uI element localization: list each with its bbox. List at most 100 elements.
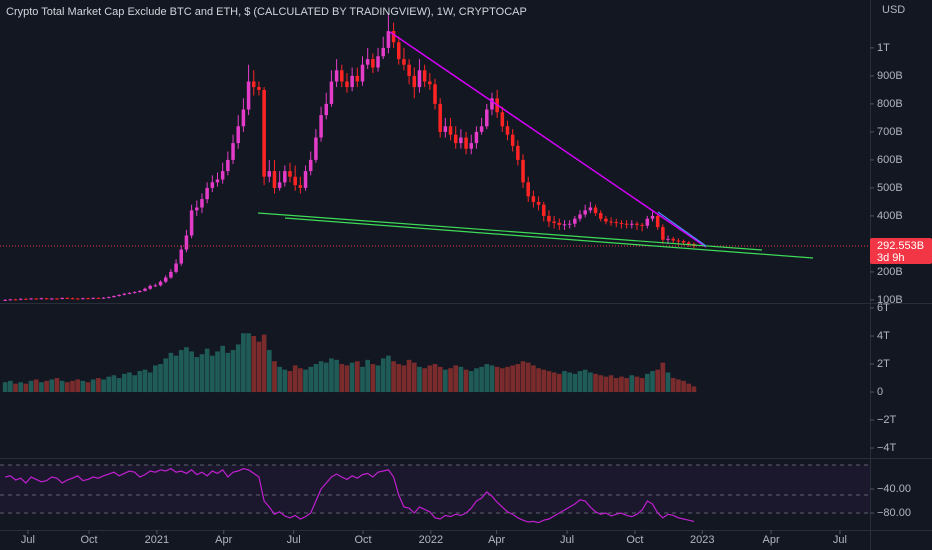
- candle-body: [650, 215, 655, 219]
- y-tick-label: 500B: [877, 182, 903, 194]
- volume-bar: [536, 368, 541, 393]
- candle-body: [293, 176, 297, 186]
- candle-body: [143, 288, 147, 291]
- volume-bar: [411, 362, 417, 393]
- candle-body: [510, 134, 515, 146]
- candle-body: [308, 159, 313, 172]
- x-tick-label: Apr: [488, 534, 505, 546]
- volume-bar: [220, 345, 226, 393]
- volume-bar: [54, 378, 60, 393]
- trend-line: [257, 212, 763, 251]
- volume-bar: [349, 362, 355, 393]
- volume-bar: [624, 378, 629, 393]
- candle-body: [396, 42, 401, 60]
- candle-body: [184, 235, 189, 250]
- volume-bar: [163, 358, 169, 393]
- candle-body: [526, 182, 530, 197]
- candle-body: [402, 59, 406, 65]
- volume-bar: [329, 358, 334, 393]
- volume-bar: [323, 362, 329, 393]
- candle-body: [645, 218, 650, 226]
- candle-body: [371, 59, 375, 68]
- candle-body: [267, 171, 272, 177]
- x-tick-label: 2023: [690, 534, 714, 546]
- volume-bar: [101, 379, 106, 393]
- trend-line: [389, 31, 707, 248]
- volume-bar: [256, 341, 262, 393]
- y-tick-label: 6T: [877, 302, 890, 314]
- candle-body: [630, 223, 634, 225]
- candle-body: [531, 196, 536, 202]
- candle-body: [541, 204, 546, 216]
- candle-body: [588, 207, 593, 211]
- candle-body: [174, 263, 178, 272]
- volume-bar: [551, 372, 557, 393]
- volume-bar: [96, 378, 101, 393]
- candle-body: [334, 70, 339, 82]
- candle-body: [407, 64, 411, 76]
- x-tick-label: Apr: [215, 534, 232, 546]
- candle-body: [624, 223, 629, 225]
- candle-body: [283, 171, 287, 183]
- volume-bar: [153, 365, 158, 393]
- candle-body: [614, 222, 619, 224]
- candle-body: [39, 298, 44, 300]
- candle-body: [319, 115, 323, 138]
- volume-bar: [427, 365, 433, 393]
- volume-bar: [396, 364, 402, 393]
- volume-bar: [588, 372, 593, 393]
- volume-bar: [318, 361, 324, 393]
- volume-bar: [59, 380, 65, 393]
- candle-body: [44, 298, 49, 300]
- candle-body: [573, 218, 577, 224]
- candle-body: [65, 297, 70, 299]
- candle-body: [81, 298, 85, 300]
- candle-body: [433, 84, 437, 104]
- candle-body: [459, 137, 463, 144]
- candle-body: [158, 281, 163, 286]
- candle-body: [516, 145, 520, 160]
- candle-body: [593, 207, 598, 214]
- volume-bar: [272, 361, 277, 393]
- candle-body: [604, 218, 608, 222]
- volume-bar: [142, 369, 148, 393]
- volume-bar: [458, 366, 464, 393]
- y-tick-label: 200B: [877, 266, 903, 278]
- candle-body: [220, 171, 225, 180]
- volume-bar: [660, 362, 666, 393]
- candle-body: [598, 213, 603, 219]
- volume-bar: [158, 364, 163, 393]
- x-tick-label: Apr: [763, 534, 780, 546]
- candle-body: [101, 297, 106, 299]
- volume-bar: [173, 355, 179, 393]
- volume-bar: [572, 373, 578, 393]
- volume-bar: [39, 382, 44, 393]
- volume-bar: [639, 378, 645, 393]
- volume-bar: [598, 375, 604, 393]
- volume-bar: [546, 371, 552, 393]
- candle-body: [681, 241, 686, 243]
- volume-bar: [344, 365, 350, 393]
- x-tick-label: 2021: [145, 534, 169, 546]
- candle-body: [583, 210, 587, 215]
- volume-bar: [670, 378, 676, 393]
- y-tick-label: 400B: [877, 210, 903, 222]
- candle-body: [303, 171, 308, 188]
- volume-bar: [531, 365, 536, 393]
- volume-bar: [391, 361, 396, 393]
- y-tick-label: 0: [877, 386, 883, 398]
- candle-body: [340, 70, 344, 82]
- volume-bar: [49, 379, 55, 393]
- y-tick-label: −80.00: [877, 507, 911, 519]
- candle-body: [277, 182, 282, 188]
- volume-bar: [375, 365, 381, 393]
- volume-bar: [354, 361, 360, 393]
- candle-body: [329, 81, 334, 104]
- volume-bar: [121, 373, 127, 393]
- candle-body: [386, 31, 391, 48]
- volume-bar: [453, 365, 459, 393]
- candle-body: [117, 294, 121, 296]
- candle-body: [640, 224, 644, 226]
- volume-bar: [494, 366, 500, 393]
- volume-bar: [313, 364, 319, 393]
